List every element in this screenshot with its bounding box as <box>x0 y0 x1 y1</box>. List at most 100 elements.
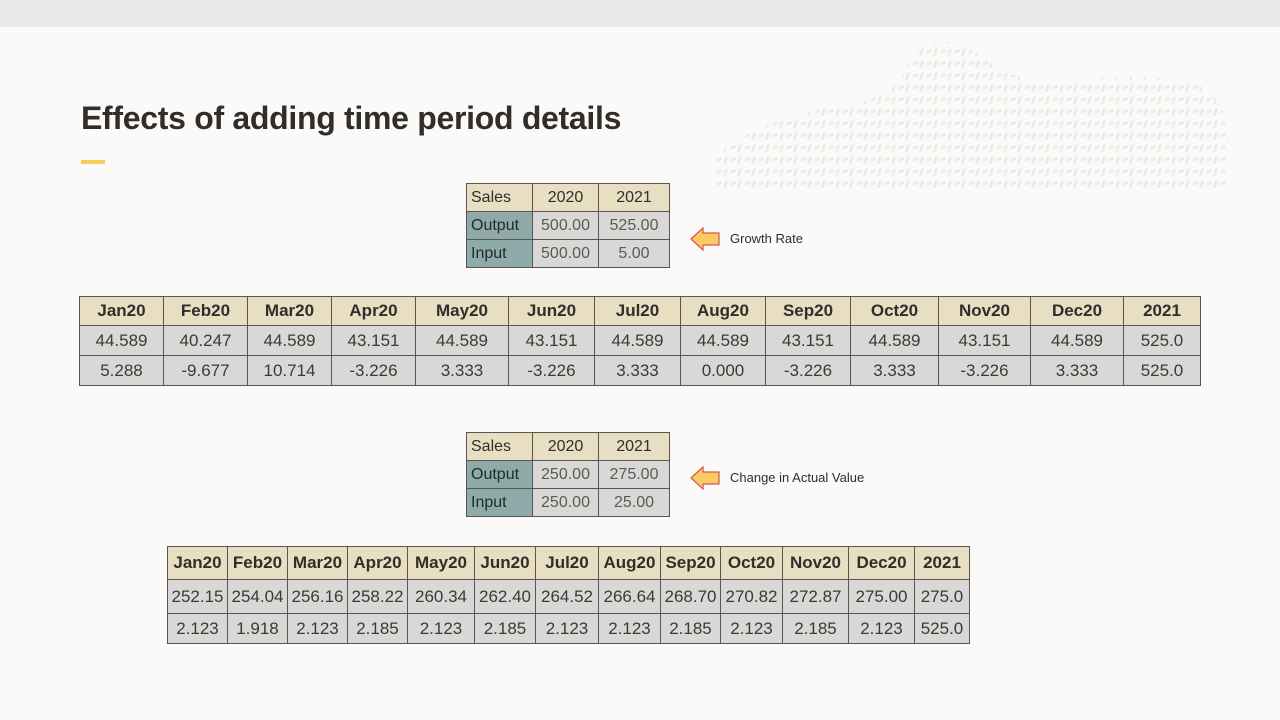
table-cell: 10.714 <box>247 355 332 386</box>
table-cell: 2.123 <box>407 613 475 644</box>
table-cell: 43.151 <box>938 325 1031 356</box>
header-cell: 2021 <box>598 183 670 212</box>
table-cell: 40.247 <box>163 325 248 356</box>
header-cell: Mar20 <box>247 296 332 326</box>
table-cell: -3.226 <box>765 355 851 386</box>
header-cell: 2021 <box>914 546 970 580</box>
header-cell: Aug20 <box>598 546 661 580</box>
table-cell: 3.333 <box>415 355 509 386</box>
table-cell: 2.185 <box>474 613 536 644</box>
row-label: Input <box>466 239 533 268</box>
header-cell: Apr20 <box>331 296 416 326</box>
table-cell: -3.226 <box>331 355 416 386</box>
actual-value-summary-table: Sales 2020 2021 Output 250.00 275.00 Inp… <box>466 432 670 517</box>
top-bar <box>0 0 1280 27</box>
table-row: 44.589 40.247 44.589 43.151 44.589 43.15… <box>79 325 1201 356</box>
table-cell: 25.00 <box>598 488 670 517</box>
table-cell: 250.00 <box>532 460 599 489</box>
table-cell: 44.589 <box>247 325 332 356</box>
table-header-row: Sales 2020 2021 <box>466 432 670 461</box>
table-cell: 2.123 <box>720 613 783 644</box>
table-cell: -3.226 <box>938 355 1031 386</box>
table-row: 2.123 1.918 2.123 2.185 2.123 2.185 2.12… <box>167 613 970 644</box>
table-cell: 1.918 <box>227 613 288 644</box>
table-cell: 43.151 <box>331 325 416 356</box>
table-cell: 275.00 <box>598 460 670 489</box>
table-cell: 2.123 <box>167 613 228 644</box>
header-cell: Jun20 <box>508 296 595 326</box>
table-cell: 264.52 <box>535 579 599 614</box>
table-cell: 260.34 <box>407 579 475 614</box>
header-cell: Jan20 <box>167 546 228 580</box>
header-cell: Aug20 <box>680 296 766 326</box>
table-cell: 44.589 <box>415 325 509 356</box>
table-cell: 2.185 <box>347 613 408 644</box>
table-cell: 500.00 <box>532 239 599 268</box>
table-cell: 252.15 <box>167 579 228 614</box>
table-cell: 268.70 <box>660 579 721 614</box>
header-cell: Sep20 <box>765 296 851 326</box>
header-cell: Nov20 <box>938 296 1031 326</box>
header-cell: 2020 <box>532 432 599 461</box>
table-cell: 262.40 <box>474 579 536 614</box>
header-cell: May20 <box>415 296 509 326</box>
header-cell: Oct20 <box>720 546 783 580</box>
left-arrow-icon <box>690 226 720 252</box>
table-cell: 270.82 <box>720 579 783 614</box>
table-cell: 525.00 <box>598 211 670 240</box>
table-row: 5.288 -9.677 10.714 -3.226 3.333 -3.226 … <box>79 355 1201 386</box>
header-cell: Jan20 <box>79 296 164 326</box>
table-cell: 2.123 <box>535 613 599 644</box>
table-cell: 2.185 <box>660 613 721 644</box>
table-cell: 272.87 <box>782 579 849 614</box>
table-cell: 525.0 <box>1123 325 1201 356</box>
header-cell: Sales <box>466 432 533 461</box>
header-cell: Feb20 <box>227 546 288 580</box>
table-cell: 500.00 <box>532 211 599 240</box>
row-label: Output <box>466 460 533 489</box>
table-cell: 43.151 <box>508 325 595 356</box>
table-row: Input 500.00 5.00 <box>466 239 670 268</box>
header-cell: Dec20 <box>848 546 915 580</box>
header-cell: Oct20 <box>850 296 939 326</box>
header-cell: Jul20 <box>594 296 681 326</box>
table-cell: 275.00 <box>848 579 915 614</box>
header-cell: 2021 <box>598 432 670 461</box>
table-cell: 256.16 <box>287 579 348 614</box>
header-cell: Nov20 <box>782 546 849 580</box>
row-label: Output <box>466 211 533 240</box>
left-arrow-icon <box>690 465 720 491</box>
table-header-row: Jan20 Feb20 Mar20 Apr20 May20 Jun20 Jul2… <box>167 546 970 580</box>
header-cell: Feb20 <box>163 296 248 326</box>
header-cell: Sep20 <box>660 546 721 580</box>
table-cell: 2.123 <box>848 613 915 644</box>
header-cell: Jul20 <box>535 546 599 580</box>
table-cell: 525.0 <box>914 613 970 644</box>
table-cell: 2.123 <box>287 613 348 644</box>
growth-rate-note: Growth Rate <box>730 231 803 246</box>
table-cell: -9.677 <box>163 355 248 386</box>
header-cell: Apr20 <box>347 546 408 580</box>
change-in-actual-value-note: Change in Actual Value <box>730 470 865 485</box>
table-cell: 3.333 <box>594 355 681 386</box>
header-cell: Jun20 <box>474 546 536 580</box>
table-cell: 44.589 <box>79 325 164 356</box>
table-cell: 3.333 <box>850 355 939 386</box>
table-row: 252.15 254.04 256.16 258.22 260.34 262.4… <box>167 579 970 614</box>
header-cell: Sales <box>466 183 533 212</box>
header-cell: 2020 <box>532 183 599 212</box>
table-row: Output 250.00 275.00 <box>466 460 670 489</box>
header-cell: May20 <box>407 546 475 580</box>
row-label: Input <box>466 488 533 517</box>
table-row: Input 250.00 25.00 <box>466 488 670 517</box>
table-cell: 2.123 <box>598 613 661 644</box>
table-cell: 266.64 <box>598 579 661 614</box>
table-cell: 0.000 <box>680 355 766 386</box>
table-cell: 5.288 <box>79 355 164 386</box>
table-cell: 258.22 <box>347 579 408 614</box>
table-cell: 525.0 <box>1123 355 1201 386</box>
table-row: Output 500.00 525.00 <box>466 211 670 240</box>
decorative-texture-icon <box>714 41 1229 192</box>
table-header-row: Jan20 Feb20 Mar20 Apr20 May20 Jun20 Jul2… <box>79 296 1201 326</box>
table-cell: 254.04 <box>227 579 288 614</box>
